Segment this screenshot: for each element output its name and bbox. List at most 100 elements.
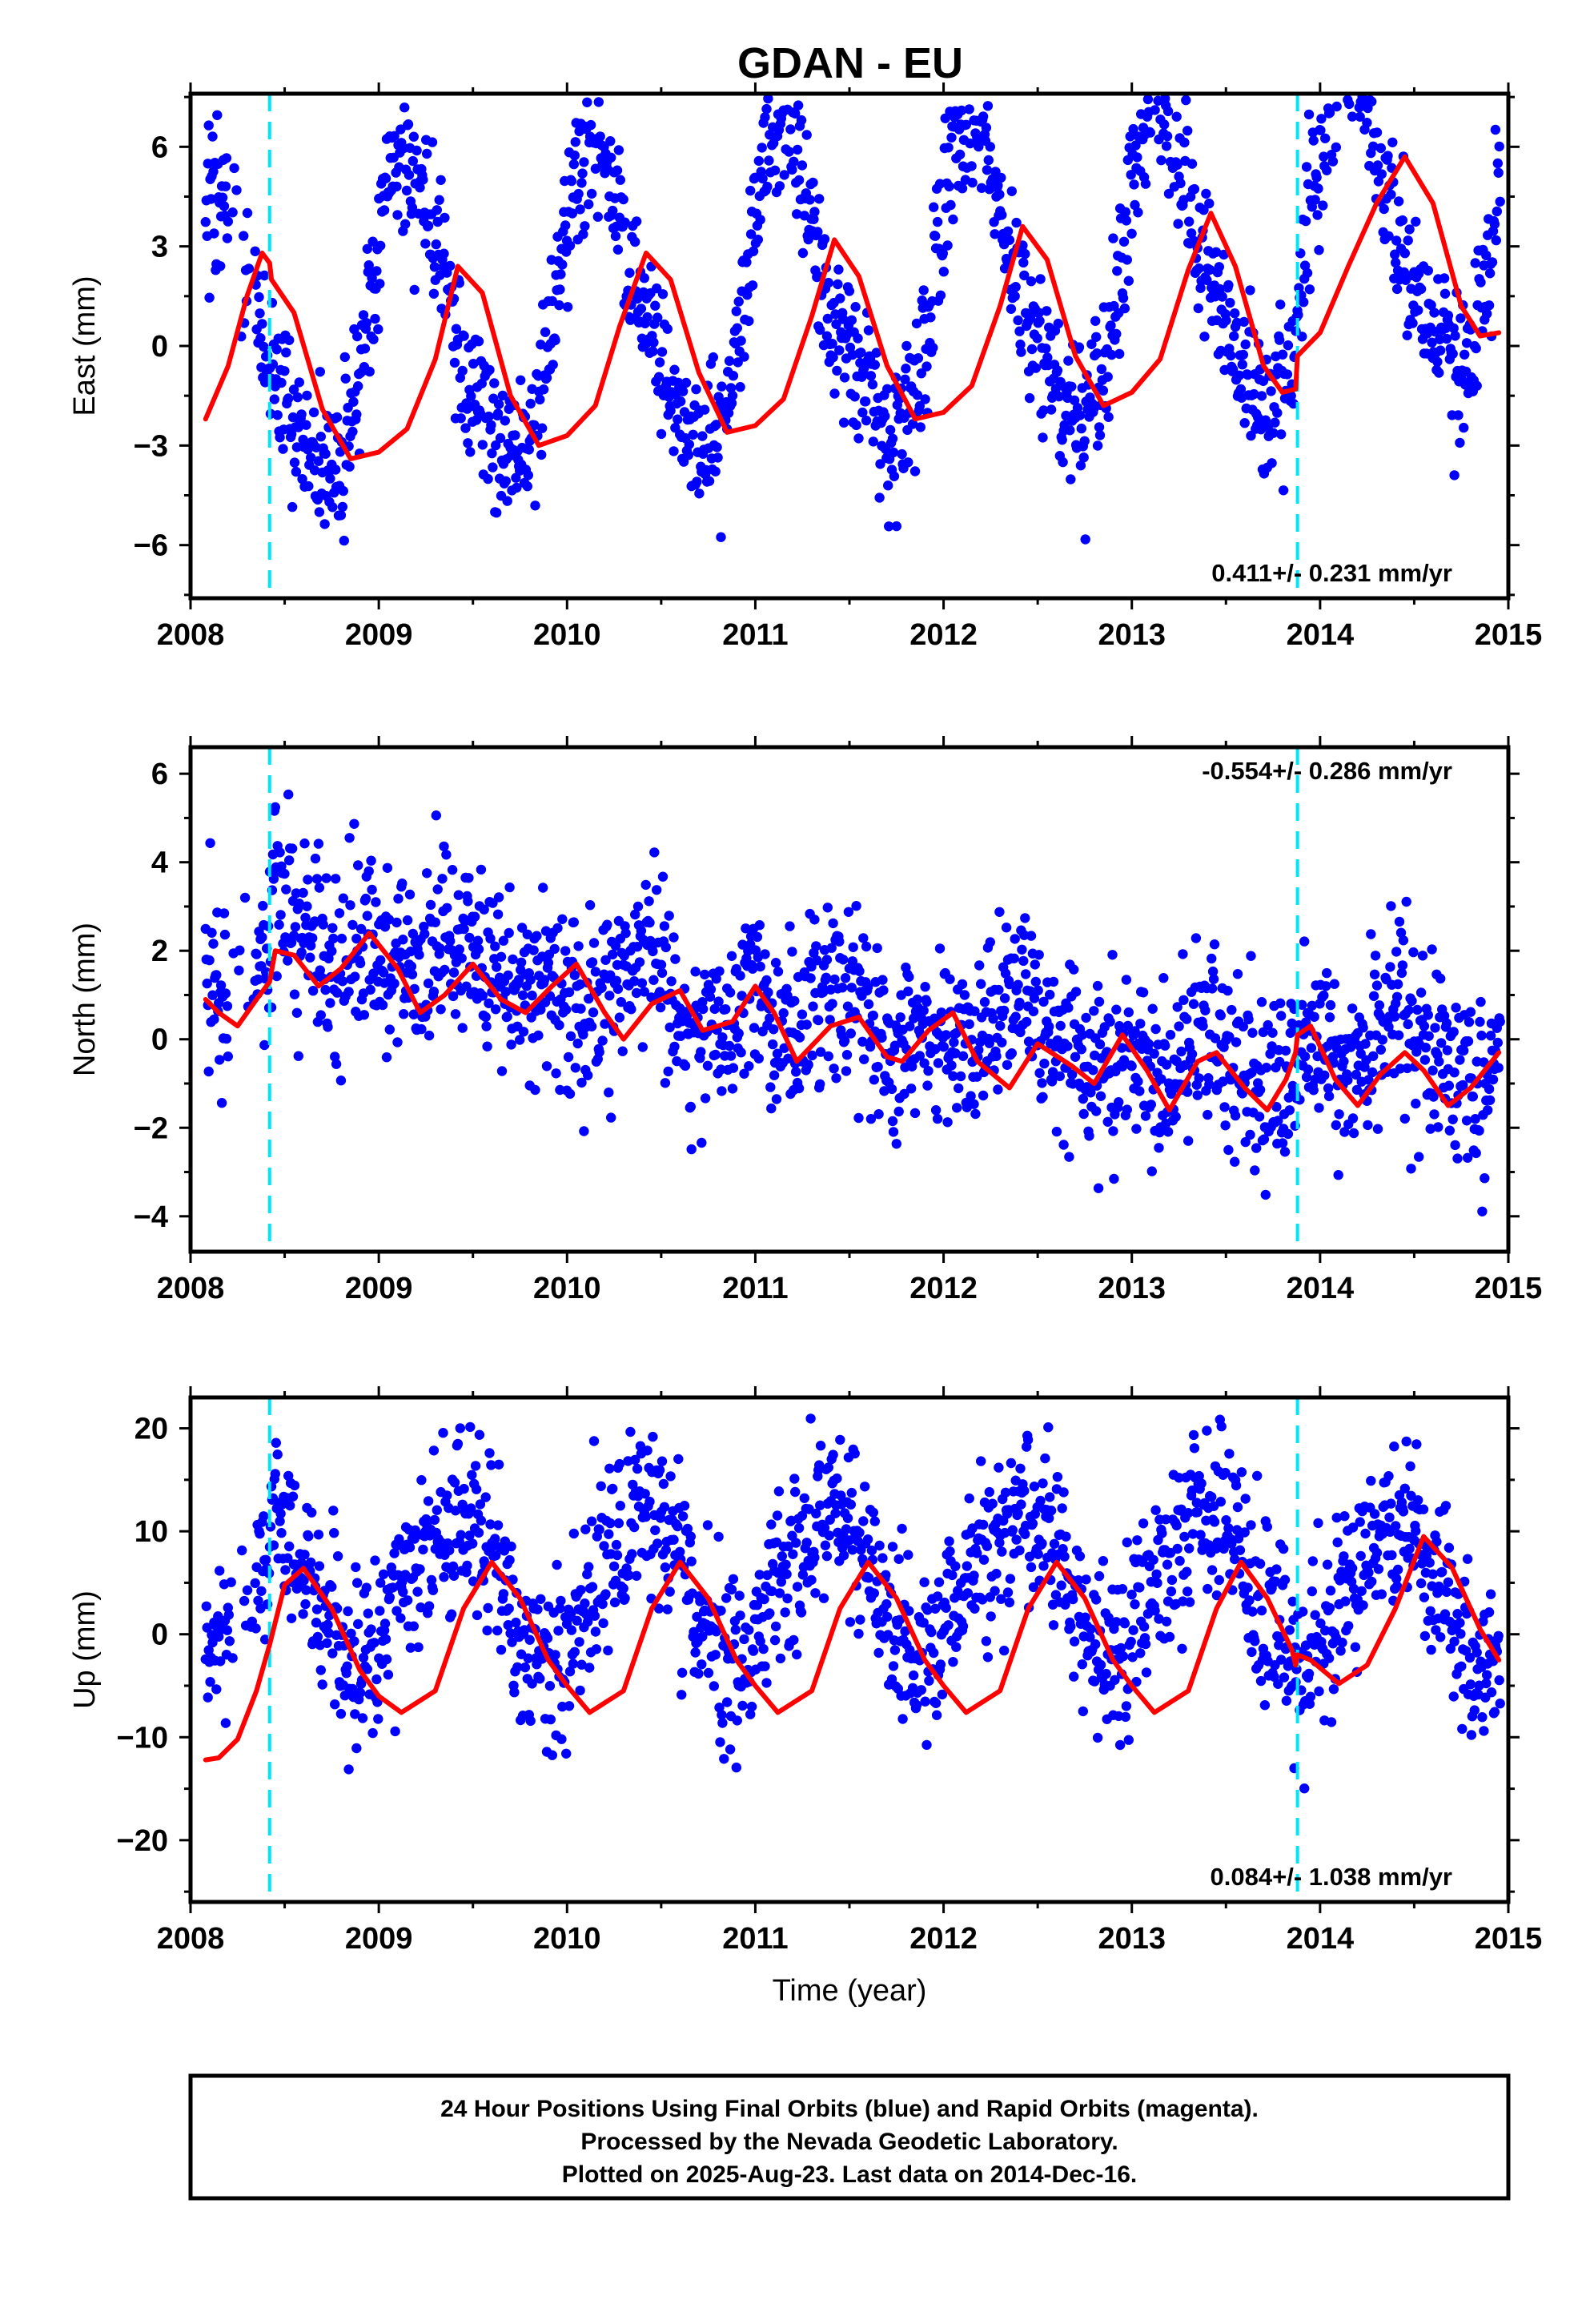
data-point xyxy=(286,1613,297,1624)
data-point xyxy=(627,1549,637,1559)
data-point xyxy=(1208,974,1219,984)
x-tick-label: 2011 xyxy=(722,618,788,652)
data-point xyxy=(1419,1055,1431,1065)
data-point xyxy=(1447,1114,1458,1125)
data-point xyxy=(682,1523,693,1534)
data-point xyxy=(755,961,765,972)
data-point xyxy=(258,900,268,911)
data-point xyxy=(760,949,770,959)
data-point xyxy=(301,1585,311,1595)
data-point xyxy=(653,1603,665,1614)
data-point xyxy=(475,1499,486,1510)
data-point xyxy=(1069,1636,1080,1647)
data-point xyxy=(1118,236,1130,247)
data-point xyxy=(1098,1556,1109,1566)
data-point xyxy=(391,181,402,192)
data-point xyxy=(467,1470,477,1481)
data-point xyxy=(1476,277,1486,287)
data-point xyxy=(1319,151,1329,162)
data-point xyxy=(1157,1528,1167,1538)
data-point xyxy=(920,982,930,992)
data-point xyxy=(597,1598,608,1610)
data-point xyxy=(442,1490,452,1501)
data-point xyxy=(463,896,473,907)
data-point xyxy=(573,188,584,199)
data-point xyxy=(1182,1014,1192,1024)
data-point xyxy=(858,933,869,943)
data-point xyxy=(1122,1537,1133,1548)
data-point xyxy=(624,1570,634,1581)
data-point xyxy=(1455,1055,1465,1065)
data-point xyxy=(359,344,371,354)
x-tick-label: 2010 xyxy=(533,1272,601,1305)
data-point xyxy=(610,231,621,242)
data-point xyxy=(380,173,391,183)
data-point xyxy=(1402,330,1412,340)
data-point xyxy=(1038,996,1049,1007)
data-point xyxy=(200,217,211,227)
data-point xyxy=(320,984,331,995)
data-point xyxy=(367,273,377,283)
data-point xyxy=(1207,983,1218,994)
data-point xyxy=(1056,1580,1066,1590)
data-point xyxy=(357,1713,368,1723)
data-point xyxy=(1140,1111,1151,1121)
data-point xyxy=(577,168,588,179)
data-point xyxy=(1105,1016,1115,1027)
data-point xyxy=(1025,312,1036,324)
data-point xyxy=(770,1621,781,1632)
data-point xyxy=(1123,275,1134,286)
data-point xyxy=(869,360,881,370)
data-point xyxy=(1304,284,1315,295)
data-point xyxy=(207,927,217,939)
data-point xyxy=(1267,1027,1278,1038)
data-point xyxy=(323,1619,333,1630)
data-point xyxy=(1268,428,1279,438)
data-point xyxy=(1172,159,1182,170)
data-point xyxy=(1156,155,1166,166)
data-point xyxy=(567,208,578,219)
data-point xyxy=(814,1500,825,1510)
data-point xyxy=(1319,1070,1330,1081)
data-point xyxy=(911,318,922,329)
data-point xyxy=(579,1126,589,1136)
data-point xyxy=(327,1648,338,1659)
data-point xyxy=(871,348,881,358)
data-point xyxy=(298,1609,308,1619)
data-point xyxy=(1231,1037,1242,1047)
data-point xyxy=(1046,1506,1057,1516)
data-point xyxy=(999,1005,1010,1016)
data-point xyxy=(512,1662,523,1672)
data-point xyxy=(832,1473,842,1484)
data-point xyxy=(550,1650,560,1660)
data-point xyxy=(747,963,758,974)
data-point xyxy=(339,535,349,546)
data-point xyxy=(254,292,264,303)
data-point xyxy=(744,316,754,327)
data-point xyxy=(1131,1676,1142,1687)
data-point xyxy=(717,381,727,392)
x-tick-label: 2015 xyxy=(1475,1272,1543,1305)
data-point xyxy=(1302,267,1313,279)
data-point xyxy=(1431,1536,1442,1547)
data-point xyxy=(209,228,219,239)
data-point xyxy=(361,1582,371,1593)
data-point xyxy=(459,331,469,341)
data-point xyxy=(1300,1640,1311,1651)
data-point xyxy=(618,1583,628,1594)
data-point xyxy=(208,167,219,177)
data-point xyxy=(882,384,893,394)
data-point xyxy=(331,987,343,998)
data-point xyxy=(1194,1073,1204,1084)
data-point xyxy=(807,1050,817,1061)
data-point xyxy=(382,862,393,874)
data-point xyxy=(378,1569,389,1580)
data-point xyxy=(402,1595,413,1606)
data-point xyxy=(1423,1031,1434,1042)
data-point xyxy=(1439,288,1451,299)
data-point xyxy=(854,1527,865,1538)
data-point xyxy=(763,94,773,104)
data-point xyxy=(1347,1113,1359,1124)
data-point xyxy=(1434,1056,1444,1067)
data-point xyxy=(423,220,434,231)
